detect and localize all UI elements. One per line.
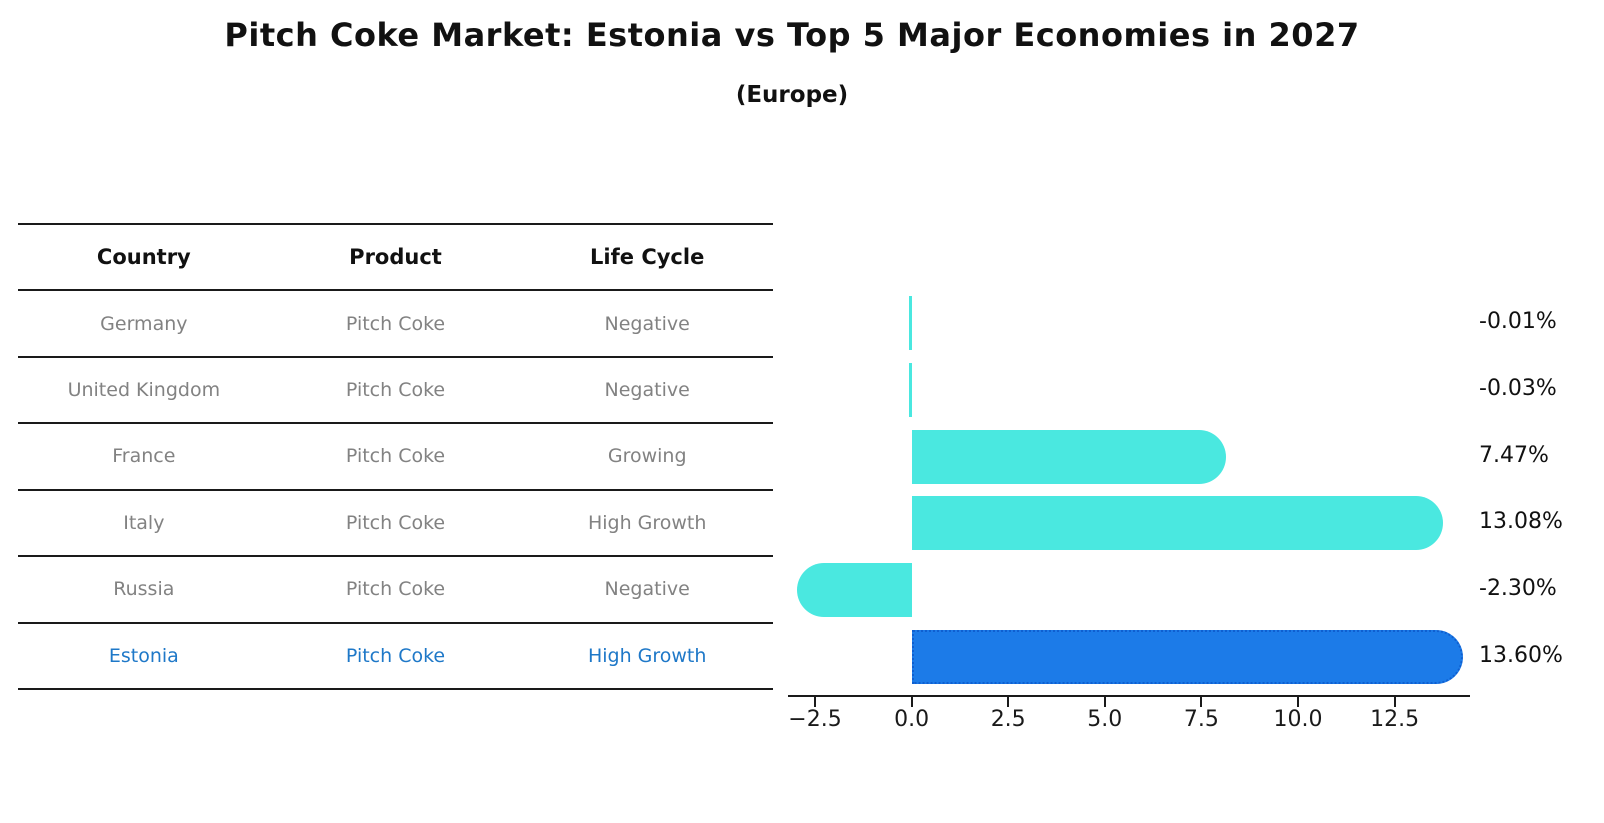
table-header-row: Country Product Life Cycle: [18, 223, 773, 289]
bar-chart-plot-area: [788, 223, 1468, 697]
x-axis-tick: [1393, 697, 1396, 707]
x-axis-line: [788, 695, 1470, 697]
country-table: Country Product Life Cycle Germany Pitch Cok…: [18, 223, 773, 690]
table-row: Estonia Pitch Coke High Growth: [18, 621, 773, 688]
table-cell: Growing: [607, 445, 687, 468]
x-axis-tick-label: 12.5: [1370, 707, 1420, 732]
x-axis-tick: [1200, 697, 1203, 707]
bar-france: [911, 429, 1227, 484]
table-row: France Pitch Coke Growing: [18, 422, 773, 488]
table-cell: Pitch Coke: [345, 578, 446, 601]
table-cell: High Growth: [587, 644, 707, 667]
table-row: Germany Pitch Coke Negative: [18, 289, 773, 355]
x-axis-tick-label: 2.5: [990, 707, 1026, 732]
table-row: Italy Pitch Coke High Growth: [18, 488, 773, 555]
column-header: Country: [96, 245, 191, 270]
x-axis-tick-label: 0.0: [894, 707, 930, 732]
x-axis-tick-label: 5.0: [1087, 707, 1123, 732]
table-cell: France: [112, 445, 176, 468]
page-subtitle: (Europe): [735, 82, 849, 108]
table-cell: Pitch Coke: [345, 379, 446, 402]
table-cell: Pitch Coke: [345, 644, 446, 667]
x-axis-tick: [910, 697, 913, 707]
table-cell: United Kingdom: [67, 379, 221, 402]
bar-value-label: -0.01%: [1479, 309, 1557, 335]
bar-value-label: 7.47%: [1479, 442, 1549, 468]
table-cell: High Growth: [587, 511, 707, 534]
x-axis-tick: [814, 697, 816, 707]
bar-italy: [911, 496, 1443, 551]
table-cell: Negative: [604, 578, 690, 601]
x-axis-tick-label: 7.5: [1183, 707, 1219, 732]
table-cell: Negative: [604, 312, 690, 335]
table-cell: Pitch Coke: [345, 445, 446, 468]
table-cell: Russia: [113, 578, 175, 601]
x-axis-tick-label: −2.5: [788, 707, 842, 732]
column-header: Life Cycle: [590, 245, 705, 270]
page-title: Pitch Coke Market: Estonia vs Top 5 Majo…: [224, 16, 1360, 54]
bar-estonia: [911, 629, 1464, 684]
x-axis-tick: [1297, 697, 1299, 707]
x-axis-tick: [1103, 697, 1106, 707]
table-cell: Estonia: [108, 644, 179, 667]
bar-value-label: -2.30%: [1479, 575, 1557, 601]
table-cell: Pitch Coke: [345, 312, 446, 335]
table-cell: Pitch Coke: [345, 511, 446, 534]
table-cell: Italy: [123, 511, 165, 534]
bar-russia: [796, 562, 912, 617]
bar-germany: [909, 296, 912, 351]
x-axis-tick: [1007, 697, 1010, 707]
column-header: Product: [349, 245, 442, 270]
table-cell: Germany: [100, 312, 188, 335]
table-row: Russia Pitch Coke Negative: [18, 555, 773, 621]
bar-value-label: -0.03%: [1479, 375, 1557, 401]
bar-value-label: 13.08%: [1479, 509, 1563, 535]
table-cell: Negative: [604, 379, 690, 402]
bar-value-label: 13.60%: [1479, 642, 1563, 668]
table-row: United Kingdom Pitch Coke Negative: [18, 355, 773, 422]
x-axis-tick-label: 10.0: [1273, 707, 1323, 732]
bar-united-kingdom: [909, 362, 912, 417]
